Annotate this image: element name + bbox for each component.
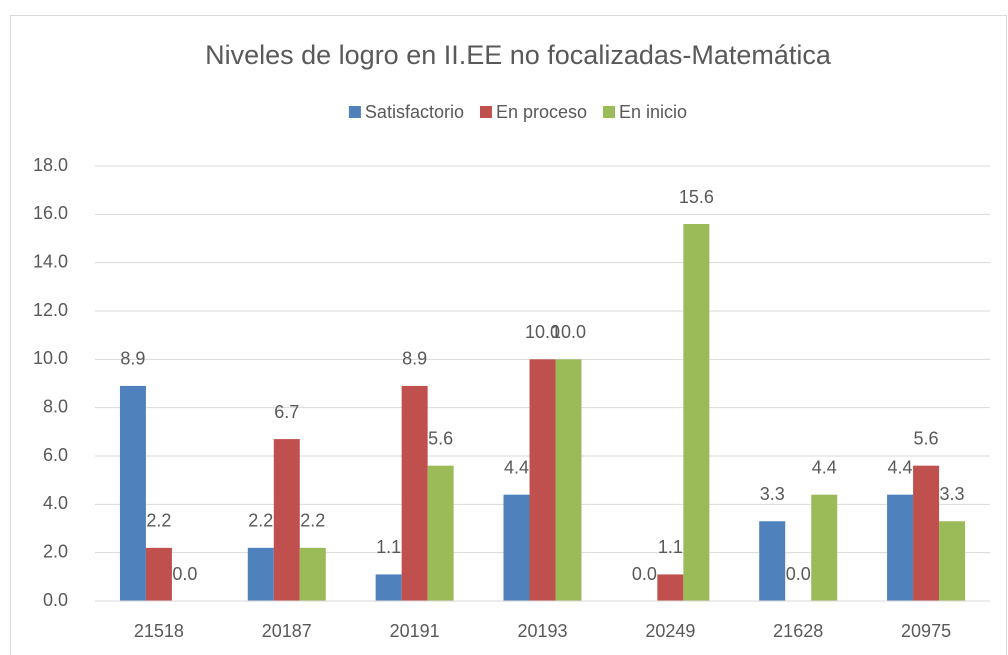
value-label: 5.6 (914, 428, 939, 448)
value-label: 4.4 (812, 457, 837, 477)
bar (939, 521, 966, 601)
legend-label: En inicio (619, 102, 687, 122)
legend-swatch (603, 106, 616, 118)
chart-title: Niveles de logro en II.EE no focalizadas… (205, 40, 832, 70)
y-tick-label: 18.0 (33, 155, 68, 175)
x-tick-label: 20975 (901, 621, 951, 641)
y-tick-label: 4.0 (43, 493, 68, 513)
legend-swatch (348, 106, 361, 118)
bar (683, 224, 710, 601)
y-tick-label: 14.0 (33, 251, 68, 271)
x-tick-label: 20187 (262, 621, 312, 641)
value-label: 0.0 (786, 564, 811, 584)
value-label: 3.3 (940, 484, 965, 504)
bar (247, 547, 274, 601)
bar (273, 439, 300, 601)
bar (657, 574, 684, 601)
value-label: 8.9 (120, 349, 145, 369)
y-tick-label: 16.0 (33, 203, 68, 223)
bar (887, 494, 914, 601)
value-label: 2.2 (146, 511, 171, 531)
value-label: 0.0 (632, 564, 657, 584)
bar (145, 547, 172, 601)
value-label: 1.1 (658, 537, 683, 557)
bar (913, 465, 940, 601)
value-label: 8.9 (402, 349, 427, 369)
x-tick-label: 21628 (773, 621, 823, 641)
value-label: 4.4 (888, 457, 913, 477)
value-label: 10.0 (525, 322, 560, 342)
bar (811, 494, 838, 601)
x-tick-label: 20191 (390, 621, 440, 641)
x-tick-label: 21518 (134, 621, 184, 641)
legend-label: En proceso (496, 102, 587, 122)
y-tick-label: 10.0 (33, 348, 68, 368)
value-label: 0.0 (172, 564, 197, 584)
value-label: 6.7 (274, 402, 299, 422)
legend-swatch (479, 106, 492, 118)
bar (555, 359, 582, 601)
value-label: 10.0 (551, 322, 586, 342)
x-tick-label: 20249 (645, 621, 695, 641)
y-tick-label: 2.0 (43, 541, 68, 561)
value-label: 1.1 (376, 537, 401, 557)
bar (529, 359, 556, 601)
y-tick-label: 12.0 (33, 300, 68, 320)
value-label: 3.3 (760, 484, 785, 504)
bar (503, 494, 530, 601)
bar (401, 385, 428, 601)
value-label: 4.4 (504, 457, 529, 477)
bar (427, 465, 454, 601)
legend-label: Satisfactorio (365, 102, 464, 122)
value-label: 5.6 (428, 428, 453, 448)
bar (299, 547, 326, 601)
value-label: 15.6 (679, 187, 714, 207)
value-label: 2.2 (300, 511, 325, 531)
y-tick-label: 0.0 (43, 590, 68, 610)
bar (119, 385, 146, 601)
y-tick-label: 6.0 (43, 445, 68, 465)
x-tick-label: 20193 (517, 621, 567, 641)
value-label: 2.2 (248, 511, 273, 531)
bar (759, 521, 786, 601)
bar (375, 574, 402, 601)
y-tick-label: 8.0 (43, 396, 68, 416)
